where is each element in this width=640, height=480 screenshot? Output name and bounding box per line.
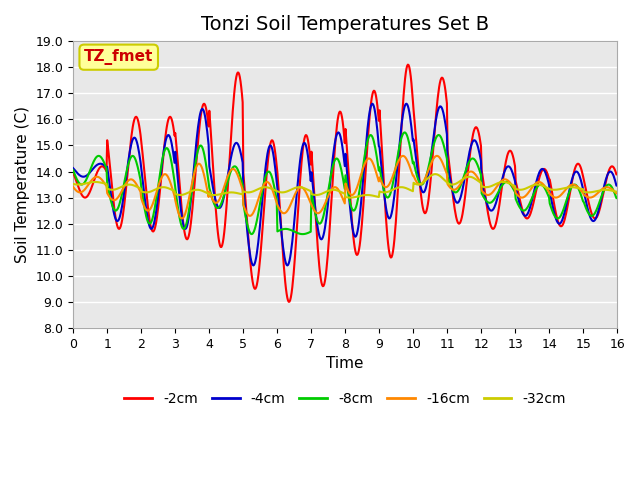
-8cm <box>613 195 621 201</box>
-2cm <box>133 115 141 120</box>
-32cm <box>260 184 268 190</box>
-16cm <box>613 191 621 196</box>
-2cm <box>402 70 410 76</box>
X-axis label: Time: Time <box>326 356 364 372</box>
-8cm <box>433 133 441 139</box>
-4cm <box>284 263 291 268</box>
-16cm <box>133 182 141 188</box>
Title: Tonzi Soil Temperatures Set B: Tonzi Soil Temperatures Set B <box>201 15 489 34</box>
-16cm <box>178 216 186 221</box>
-32cm <box>69 181 77 187</box>
-4cm <box>133 140 141 145</box>
-2cm <box>613 171 621 177</box>
-2cm <box>433 102 441 108</box>
-4cm <box>403 101 410 107</box>
-32cm <box>433 171 441 177</box>
-32cm <box>347 195 355 201</box>
Y-axis label: Soil Temperature (C): Soil Temperature (C) <box>15 106 30 263</box>
-16cm <box>69 184 77 190</box>
-16cm <box>282 210 289 216</box>
-2cm <box>285 299 292 305</box>
-8cm <box>299 231 307 237</box>
-32cm <box>402 185 410 191</box>
-16cm <box>234 172 241 178</box>
-16cm <box>399 153 407 159</box>
-16cm <box>403 156 410 162</box>
-2cm <box>404 62 412 68</box>
-2cm <box>233 71 241 77</box>
-16cm <box>433 153 441 159</box>
-2cm <box>260 206 268 212</box>
-32cm <box>133 184 141 190</box>
-8cm <box>281 226 289 232</box>
Line: -2cm: -2cm <box>73 65 617 302</box>
Line: -4cm: -4cm <box>73 104 617 265</box>
Text: TZ_fmet: TZ_fmet <box>84 49 154 65</box>
-2cm <box>281 271 289 277</box>
-8cm <box>69 168 77 173</box>
-16cm <box>261 180 269 186</box>
-4cm <box>260 180 268 186</box>
-8cm <box>260 180 268 186</box>
-32cm <box>432 171 440 177</box>
-4cm <box>69 165 77 171</box>
-8cm <box>233 165 241 171</box>
Legend: -2cm, -4cm, -8cm, -16cm, -32cm: -2cm, -4cm, -8cm, -16cm, -32cm <box>119 386 572 412</box>
-32cm <box>281 189 289 195</box>
Line: -8cm: -8cm <box>73 132 617 234</box>
Line: -16cm: -16cm <box>73 156 617 218</box>
-4cm <box>613 183 621 189</box>
-8cm <box>133 161 141 167</box>
Line: -32cm: -32cm <box>73 174 617 198</box>
-32cm <box>233 190 241 196</box>
-4cm <box>369 101 376 107</box>
-4cm <box>281 254 289 260</box>
-8cm <box>403 132 410 137</box>
-32cm <box>613 189 621 194</box>
-4cm <box>233 140 241 146</box>
-2cm <box>69 170 77 176</box>
-4cm <box>433 111 441 117</box>
-8cm <box>401 130 408 135</box>
